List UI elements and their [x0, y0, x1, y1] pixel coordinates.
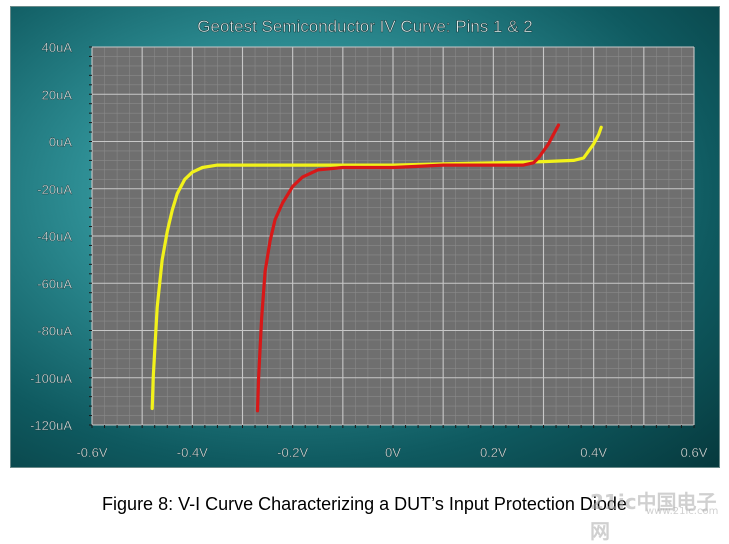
x-tick-label: 0.2V	[480, 445, 507, 460]
y-tick-label: -20uA	[37, 182, 72, 197]
axis-ticks	[89, 46, 695, 428]
x-tick-label: 0.4V	[580, 445, 607, 460]
x-tick-label: -0.6V	[76, 445, 107, 460]
x-tick-label: -0.2V	[277, 445, 308, 460]
y-tick-label: 20uA	[42, 87, 73, 102]
chart-title: Geotest Semiconductor IV Curve: Pins 1 &…	[197, 17, 532, 36]
y-tick-label: -100uA	[30, 371, 72, 386]
y-tick-labels: 40uA 20uA 0uA -20uA -40uA -60uA -80uA -100uA -12…	[30, 40, 73, 433]
series-layer	[150, 123, 603, 413]
figure-caption: Figure 8: V-I Curve Characterizing a DUT…	[102, 494, 627, 514]
x-tick-label: 0V	[385, 445, 401, 460]
watermark-url: www.21ic.com	[646, 506, 719, 517]
x-tick-labels: -0.6V -0.4V -0.2V 0V 0.2V 0.4V 0.6V	[76, 445, 708, 460]
y-tick-label: -120uA	[30, 418, 72, 433]
y-tick-label: -60uA	[37, 276, 72, 291]
x-tick-label: 0.6V	[681, 445, 708, 460]
iv-curve-chart: Geotest Semiconductor IV Curve: Pins 1 &…	[30, 17, 708, 461]
x-tick-label: -0.4V	[177, 445, 208, 460]
y-tick-label: -40uA	[37, 229, 72, 244]
y-tick-label: 40uA	[42, 40, 73, 55]
series-line-2	[255, 123, 561, 413]
y-tick-label: 0uA	[49, 135, 72, 150]
series-line-1	[150, 125, 603, 411]
y-tick-label: -80uA	[37, 324, 72, 339]
